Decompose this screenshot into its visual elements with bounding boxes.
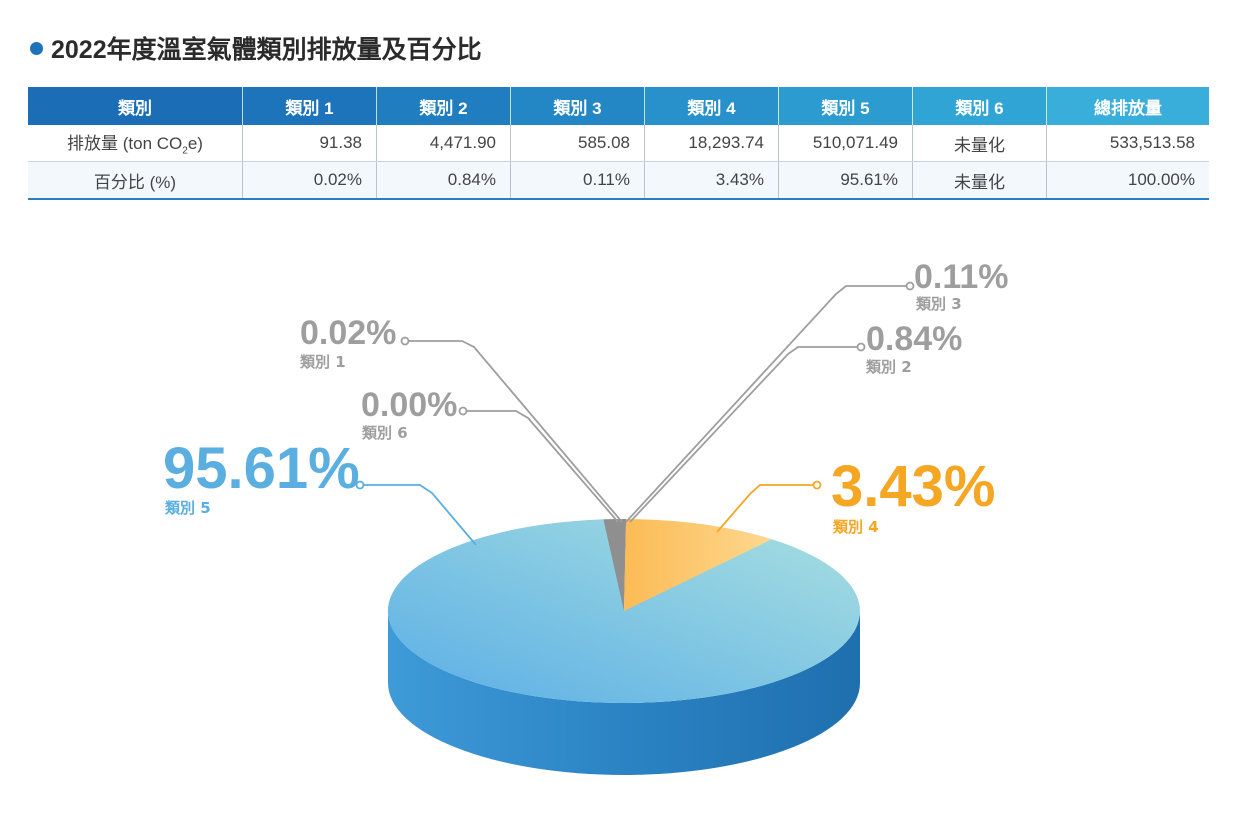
table-cell: 0.11% bbox=[510, 161, 645, 200]
table-cell: 0.84% bbox=[376, 161, 511, 200]
chart-title-text: 2022年度溫室氣體類別排放量及百分比 bbox=[51, 36, 482, 64]
label-category-2: 0.84%類別 2 bbox=[629, 320, 962, 523]
table-cell: 4,471.90 bbox=[376, 125, 511, 162]
label-category-1: 0.02%類別 1 bbox=[299, 314, 623, 523]
table-cell: 585.08 bbox=[510, 125, 645, 162]
table-cell: 95.61% bbox=[778, 161, 913, 200]
label-category-2-value: 0.84% bbox=[866, 320, 962, 358]
row-label-emissions-prefix: 排放量 (ton CO bbox=[67, 134, 183, 154]
label-category-6-value: 0.00% bbox=[361, 386, 457, 424]
table-row-emissions: 排放量 (ton CO2e) 91.38 4,471.90 585.08 18,… bbox=[28, 125, 1209, 162]
pie-slice-small-categories bbox=[603, 518, 627, 611]
pie-layer bbox=[387, 518, 860, 775]
header-total: 總排放量 bbox=[1046, 87, 1209, 125]
chart-title: 2022年度溫室氣體類別排放量及百分比 bbox=[30, 30, 482, 66]
label-category-4-value: 3.43% bbox=[831, 454, 995, 519]
label-category-5-category: 類別 5 bbox=[164, 499, 211, 517]
row-label-emissions-sub: 2 bbox=[182, 145, 188, 157]
header-category-2: 類別 2 bbox=[376, 87, 511, 125]
label-category-6: 0.00%類別 6 bbox=[361, 386, 619, 523]
row-label-emissions: 排放量 (ton CO2e) bbox=[28, 125, 243, 162]
header-category-6: 類別 6 bbox=[912, 87, 1047, 125]
label-category-3-category: 類別 3 bbox=[915, 295, 962, 313]
emissions-table: 類別 類別 1 類別 2 類別 3 類別 4 類別 5 類別 6 總排放量 排放… bbox=[28, 87, 1209, 200]
pie-labels: 0.02%類別 10.00%類別 60.11%類別 30.84%類別 295.6… bbox=[163, 258, 1009, 546]
label-category-1-category: 類別 1 bbox=[299, 353, 346, 371]
header-category-3: 類別 3 bbox=[510, 87, 645, 125]
table-cell: 未量化 bbox=[912, 161, 1047, 200]
table-cell: 91.38 bbox=[242, 125, 377, 162]
pie-slice-category-4 bbox=[624, 519, 772, 611]
table-cell: 3.43% bbox=[644, 161, 779, 200]
table-header-row: 類別 類別 1 類別 2 類別 3 類別 4 類別 5 類別 6 總排放量 bbox=[28, 87, 1209, 125]
label-category-1-value: 0.02% bbox=[300, 314, 396, 352]
label-category-2-category: 類別 2 bbox=[865, 358, 912, 376]
label-category-5-value: 95.61% bbox=[163, 436, 360, 501]
pie-side-wall bbox=[388, 611, 860, 775]
table-cell: 533,513.58 bbox=[1046, 125, 1209, 162]
table-cell: 100.00% bbox=[1046, 161, 1209, 200]
bullet-dot-icon bbox=[30, 41, 43, 55]
row-label-emissions-suffix: e) bbox=[187, 134, 203, 154]
header-category-1: 類別 1 bbox=[242, 87, 377, 125]
label-category-3-value: 0.11% bbox=[914, 258, 1009, 296]
table-cell: 未量化 bbox=[912, 125, 1047, 162]
label-category-3: 0.11%類別 3 bbox=[625, 258, 1009, 523]
label-category-5: 95.61%類別 5 bbox=[163, 436, 477, 546]
table-row-percentage: 百分比 (%) 0.02% 0.84% 0.11% 3.43% 95.61% 未… bbox=[28, 161, 1209, 200]
label-category-4: 3.43%類別 4 bbox=[716, 454, 995, 536]
table-cell: 18,293.74 bbox=[644, 125, 779, 162]
header-category-5: 類別 5 bbox=[778, 87, 913, 125]
header-category-4: 類別 4 bbox=[644, 87, 779, 125]
label-category-6-category: 類別 6 bbox=[361, 424, 408, 442]
pie-slice-category-5 bbox=[387, 519, 860, 703]
header-category: 類別 bbox=[28, 87, 243, 125]
table-cell: 0.02% bbox=[242, 161, 377, 200]
table-cell: 510,071.49 bbox=[778, 125, 913, 162]
label-category-4-category: 類別 4 bbox=[832, 518, 879, 536]
row-label-percentage: 百分比 (%) bbox=[28, 161, 243, 200]
